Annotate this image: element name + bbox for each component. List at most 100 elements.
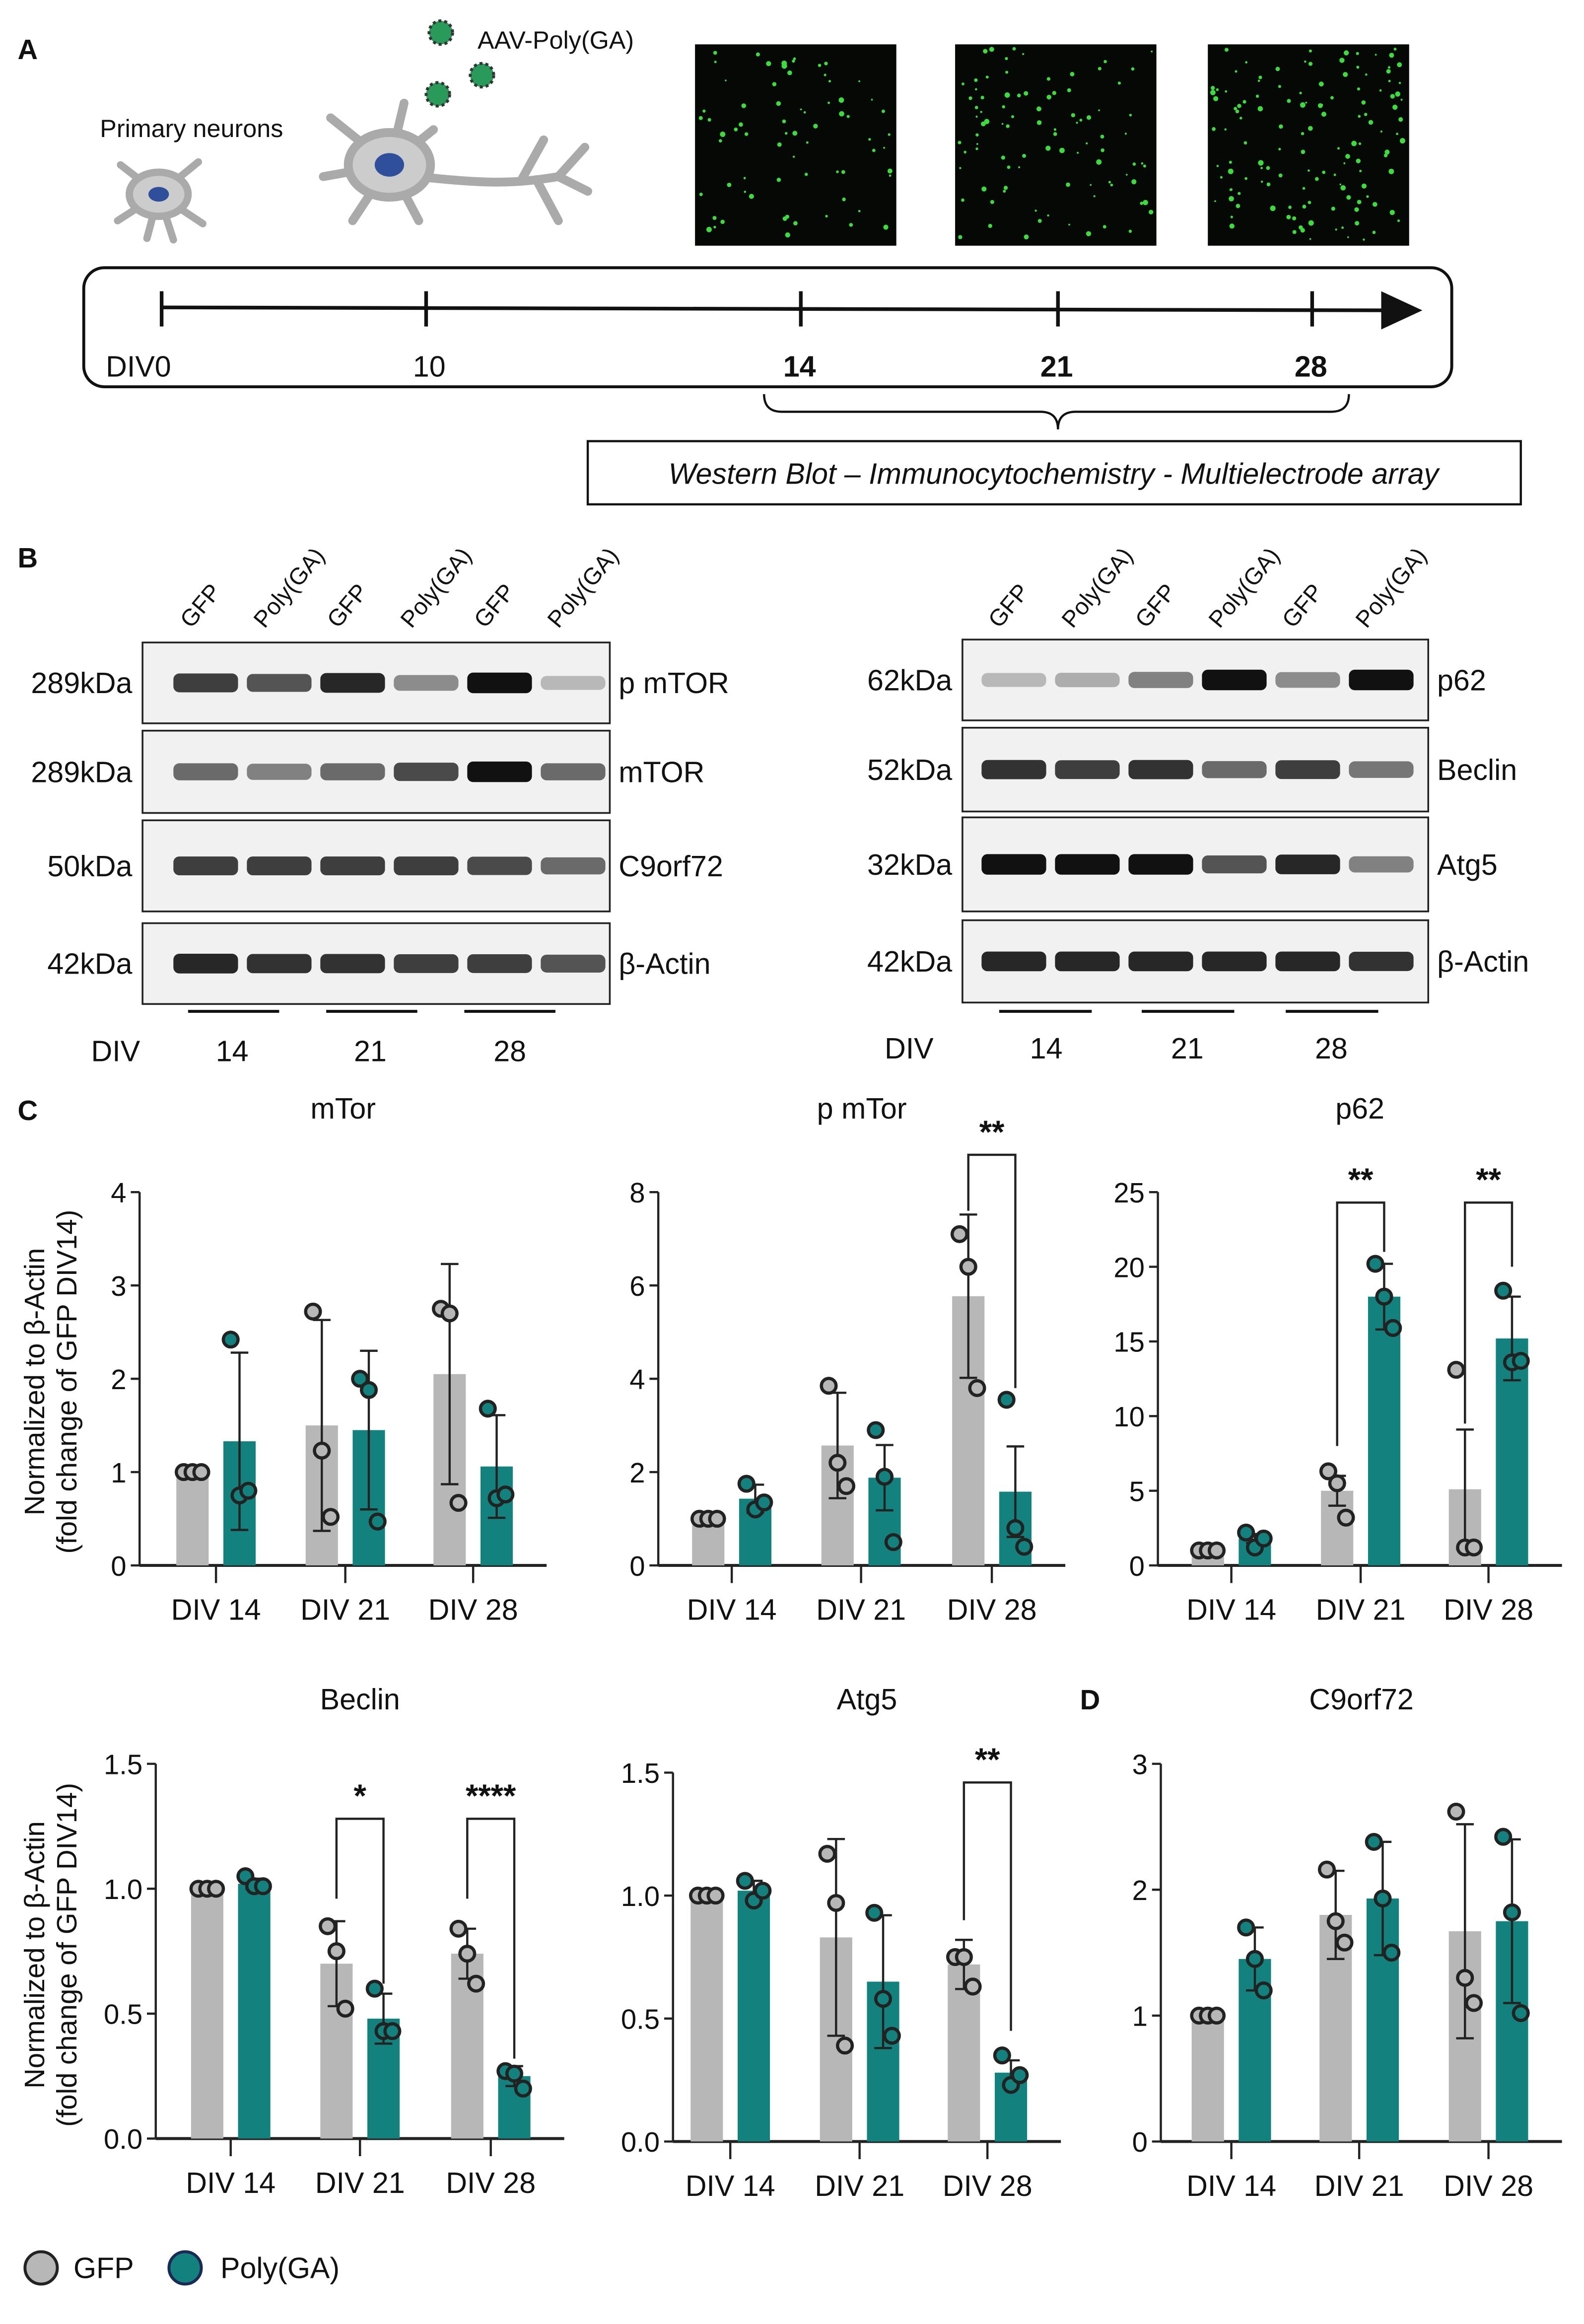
data-point-gfp [304, 1302, 322, 1321]
timeline-label: 28 [1295, 350, 1327, 383]
x-tick-label: DIV 14 [171, 1593, 261, 1626]
fluorescent-puncta [1356, 66, 1360, 69]
fluorescent-puncta [1117, 81, 1121, 85]
fluorescent-puncta [804, 172, 808, 176]
fluorescent-puncta [713, 225, 716, 229]
fluorescent-puncta [1358, 142, 1362, 145]
lane-label: Poly(GA) [543, 543, 624, 633]
protein-band [1128, 854, 1193, 875]
fluorescent-puncta [1006, 124, 1010, 128]
fluorescent-puncta [1230, 215, 1233, 218]
fluorescent-puncta [1270, 206, 1276, 211]
data-point-gfp [950, 1225, 969, 1243]
lane-label: GFP [322, 579, 373, 633]
fluorescent-puncta [1143, 164, 1146, 168]
fluorescent-puncta [958, 141, 962, 144]
x-tick-label: DIV 21 [300, 1593, 390, 1626]
chart-title: Beclin [320, 1683, 400, 1716]
protein-band [247, 674, 312, 692]
y-tick-label: 0 [629, 1550, 645, 1582]
data-point-polyga [1237, 1918, 1255, 1937]
data-point-gfp [449, 1919, 468, 1938]
data-point-gfp [192, 1463, 210, 1481]
fluorescent-puncta [961, 198, 964, 202]
data-point-polyga [755, 1493, 773, 1512]
data-point-polyga [1015, 1538, 1033, 1556]
fluorescent-puncta [772, 82, 777, 86]
fluorescent-puncta [1258, 160, 1264, 166]
timeline-label: 10 [413, 350, 446, 383]
fluorescent-puncta [698, 116, 703, 120]
protein-band [1128, 672, 1193, 688]
western-blots: GFP Poly(GA)GFP Poly(GA)GFP Poly(GA)289kDa p… [31, 543, 1529, 1067]
fluorescent-puncta [1149, 210, 1154, 214]
data-point-gfp [1464, 1994, 1483, 2012]
data-point-gfp [321, 1508, 340, 1526]
fluorescent-puncta [1337, 147, 1340, 150]
x-tick-label: DIV 21 [815, 2169, 904, 2202]
legend-polyga-marker [167, 2250, 203, 2286]
protein-band [1202, 669, 1267, 691]
fluorescent-puncta [1358, 115, 1361, 118]
data-point-polyga [875, 1468, 894, 1486]
fluorescent-puncta [1375, 54, 1377, 56]
fluorescent-puncta [1372, 202, 1377, 207]
fluorescent-puncta [734, 127, 738, 132]
data-point-gfp [1207, 2006, 1226, 2025]
fluorescent-puncta [1299, 225, 1303, 230]
y-tick-label: 15 [1113, 1327, 1145, 1358]
significance-label: * [354, 1778, 367, 1814]
protein-label: Beclin [1437, 753, 1517, 786]
data-point-polyga [383, 2022, 402, 2041]
fluorescent-puncta [1388, 79, 1391, 82]
fluorescent-puncta [1243, 141, 1247, 145]
data-point-polyga [1366, 1255, 1384, 1273]
protein-band [394, 856, 459, 875]
fluorescent-puncta [1096, 159, 1102, 165]
protein-band [981, 673, 1046, 687]
kda-label: 52kDa [867, 753, 952, 786]
fluorescent-puncta [975, 115, 978, 118]
fluorescent-puncta [1309, 49, 1312, 53]
chart-title: p62 [1335, 1092, 1384, 1125]
data-point-gfp [1207, 1541, 1226, 1560]
fluorescent-puncta [1086, 115, 1092, 120]
data-point-gfp [827, 1894, 845, 1912]
y-tick-label: 1.5 [104, 1749, 142, 1780]
x-tick-label: DIV 14 [1186, 1593, 1276, 1626]
fluorescent-puncta [1308, 201, 1311, 205]
fluorescent-puncta [1005, 70, 1009, 74]
small-neuron-icon [114, 158, 207, 244]
protein-band [1349, 856, 1414, 873]
kda-label: 42kDa [867, 945, 952, 978]
chart-title: C9orf72 [1309, 1683, 1414, 1716]
fluorescent-puncta [1304, 60, 1307, 63]
fluorescent-puncta [1309, 238, 1311, 240]
data-point-gfp [1456, 1969, 1474, 1987]
panel-label-a: A [18, 34, 38, 65]
fluorescent-puncta [868, 138, 871, 141]
fluorescent-puncta [1101, 148, 1104, 152]
fluorescent-puncta [1102, 225, 1106, 229]
x-tick-label: DIV 21 [1314, 2169, 1404, 2202]
fluorescent-puncta [1322, 170, 1326, 174]
fluorescent-puncta [777, 142, 782, 147]
protein-band [1349, 669, 1414, 691]
fluorescent-puncta [1359, 170, 1362, 173]
x-tick-label: DIV 21 [1316, 1593, 1406, 1626]
fluorescent-puncta [838, 97, 844, 103]
fluorescent-puncta [1103, 60, 1107, 64]
fluorescent-puncta [766, 61, 771, 67]
lane-label: GFP [175, 579, 226, 633]
data-point-polyga [736, 1872, 754, 1890]
x-tick-label: DIV 28 [1444, 1593, 1533, 1626]
protein-band [1275, 951, 1340, 972]
fluorescent-puncta [1225, 90, 1228, 93]
fluorescent-puncta [1356, 52, 1359, 55]
fluorescent-puncta [1398, 81, 1401, 84]
fluorescent-puncta [828, 80, 831, 83]
div-value: 21 [1171, 1032, 1204, 1065]
data-point-polyga [221, 1331, 240, 1349]
data-point-polyga [514, 2079, 532, 2098]
data-point-gfp [706, 1887, 725, 1905]
